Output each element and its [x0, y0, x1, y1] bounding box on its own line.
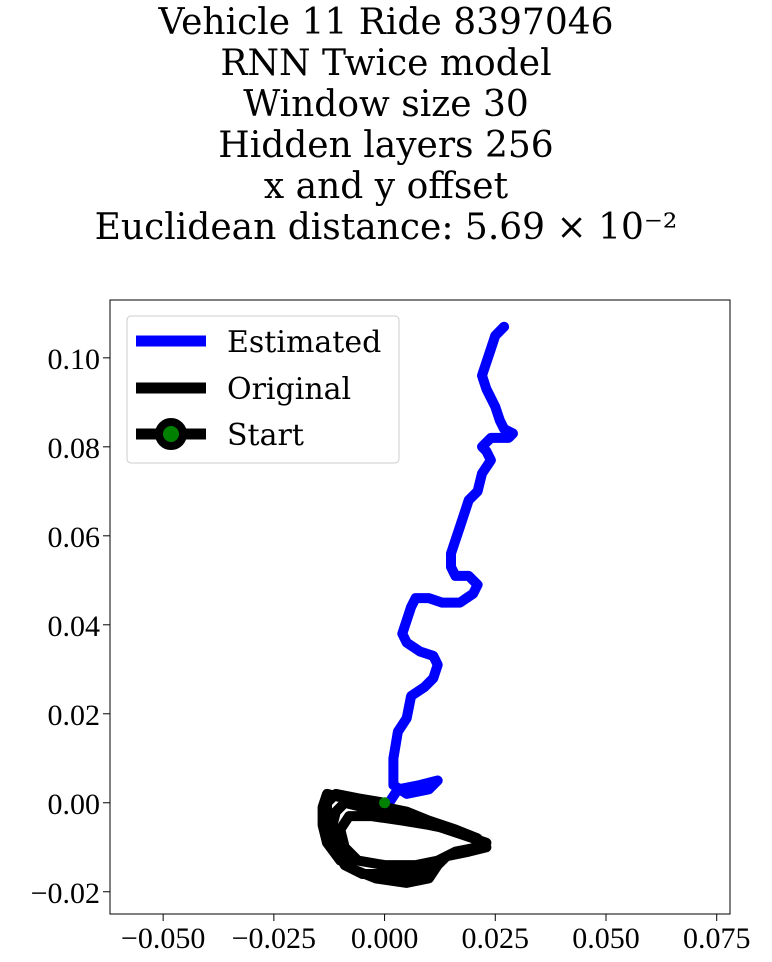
legend-label: Original	[227, 372, 351, 407]
series-line-estimated	[384, 321, 518, 808]
title-line-1: Vehicle 11 Ride 8397046	[158, 2, 614, 43]
title-line-3: Window size 30	[243, 84, 529, 125]
y-tick-label: −0.02	[31, 877, 100, 910]
title-line-5: x and y offset	[263, 166, 509, 207]
start-point-marker	[379, 797, 391, 809]
plot-area-frame	[109, 299, 731, 915]
legend-label: Start	[227, 418, 304, 453]
x-tick-label: 0.050	[572, 922, 640, 955]
y-tick-label: 0.04	[48, 610, 101, 643]
title-line-4: Hidden layers 256	[218, 125, 554, 166]
legend-box	[126, 315, 400, 464]
y-axis: −0.02 0.00 0.02 0.04 0.06 0.08 0.10	[31, 343, 110, 910]
y-tick-label: 0.02	[48, 699, 101, 732]
series-layer	[317, 321, 518, 888]
series-line-original	[317, 788, 492, 888]
x-axis: −0.050 −0.025 0.000 0.025 0.050 0.075	[121, 914, 751, 955]
y-tick-label: 0.08	[48, 432, 101, 465]
legend-start-marker	[155, 418, 187, 450]
x-tick-label: −0.025	[232, 922, 316, 955]
x-tick-label: 0.075	[683, 922, 751, 955]
y-tick-label: 0.06	[48, 521, 101, 554]
chart-title: Vehicle 11 Ride 8397046 RNN Twice model …	[0, 2, 772, 248]
title-line-6: Euclidean distance: 5.69 × 10⁻²	[94, 207, 678, 248]
x-tick-label: 0.000	[351, 922, 419, 955]
x-tick-label: 0.025	[462, 922, 530, 955]
legend: Estimated Original Start	[126, 315, 400, 464]
legend-label: Estimated	[227, 325, 381, 360]
y-tick-label: 0.10	[48, 343, 101, 376]
title-line-2: RNN Twice model	[220, 43, 552, 84]
y-tick-label: 0.00	[48, 788, 101, 821]
x-tick-label: −0.050	[121, 922, 205, 955]
